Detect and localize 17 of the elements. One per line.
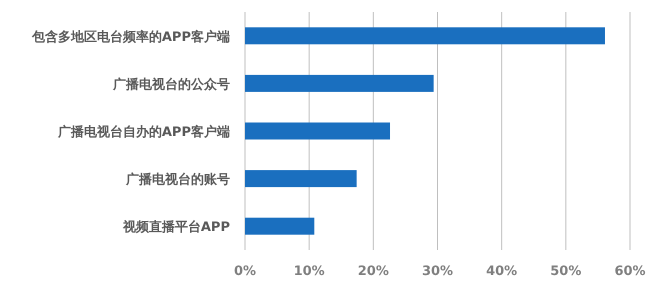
x-tick-label: 30% [422,264,454,279]
x-tick-label: 50% [550,264,582,279]
bar [245,122,390,140]
bar [245,170,357,188]
bar [245,218,314,235]
y-tick-label: 广播电视台自办的APP客户端 [56,124,230,140]
y-tick-label: 包含多地区电台频率的APP客户端 [30,28,230,45]
y-tick-label: 广播电视台的账号 [125,172,230,188]
y-tick-label: 广播电视台的公众号 [112,76,230,92]
bar [245,27,605,44]
x-tick-label: 60% [614,264,646,279]
x-tick-label: 10% [294,264,325,279]
x-tick-label: 20% [358,264,389,279]
y-tick-label: 视频直播平台APP [122,219,230,236]
x-tick-label: 0% [234,264,256,279]
bar [245,74,434,92]
x-tick-label: 40% [486,264,518,279]
